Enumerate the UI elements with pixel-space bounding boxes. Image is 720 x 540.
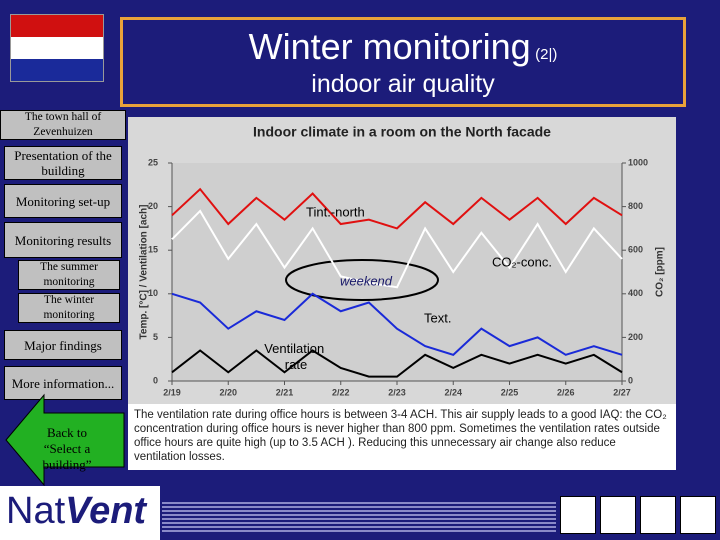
nav-item[interactable]: The winter monitoring — [18, 293, 120, 323]
series-line — [171, 292, 623, 356]
annotation: Ventilation rate — [264, 341, 328, 372]
y-tick-label: 20 — [148, 201, 158, 211]
annotation: Tint.-north — [306, 204, 365, 219]
y2-tick-label: 200 — [628, 332, 643, 342]
chart-title: Indoor climate in a room on the North fa… — [253, 124, 551, 140]
title: Winter monitoring — [248, 26, 531, 67]
y2-tick-label: 400 — [628, 288, 643, 298]
logo-vent: Vent — [65, 490, 147, 532]
nav-item[interactable]: The summer monitoring — [18, 260, 120, 290]
y2-label: CO₂ [ppm] — [655, 247, 666, 297]
nav-icon[interactable] — [640, 496, 676, 534]
plot-area — [172, 163, 622, 381]
x-tick-label: 2/24 — [444, 387, 462, 397]
y-tick-label: 0 — [153, 375, 158, 385]
x-tick-label: 2/25 — [501, 387, 519, 397]
nav-icons — [560, 496, 718, 536]
y-tick-label: 10 — [148, 288, 158, 298]
nav-icon[interactable] — [600, 496, 636, 534]
y-tick-label: 15 — [148, 245, 158, 255]
nav-item[interactable]: Monitoring set-up — [4, 184, 122, 218]
y2-tick-label: 600 — [628, 245, 643, 255]
flag — [10, 14, 104, 82]
x-tick-label: 2/21 — [276, 387, 294, 397]
nav-icon[interactable] — [560, 496, 596, 534]
y2-tick-label: 0 — [628, 375, 633, 385]
x-tick-label: 2/23 — [388, 387, 406, 397]
annotation: Text. — [424, 310, 451, 325]
x-tick-label: 2/22 — [332, 387, 350, 397]
back-label[interactable]: Back to “Select a building” — [42, 425, 92, 472]
annotation: weekend — [340, 273, 393, 288]
subtitle: indoor air quality — [311, 70, 495, 98]
nav-item[interactable]: Monitoring results — [4, 222, 122, 258]
y2-tick-label: 800 — [628, 201, 643, 211]
back-arrow[interactable] — [5, 393, 125, 487]
x-tick-label: 2/20 — [219, 387, 237, 397]
y-label: Temp. [°C] / Ventilation [ach] — [139, 205, 150, 340]
title-suffix: (2|) — [535, 46, 558, 63]
nav-item[interactable]: The town hall of Zevenhuizen — [0, 110, 126, 140]
logo: NatVent — [0, 486, 160, 540]
y-tick-label: 25 — [148, 157, 158, 167]
weekend-ellipse — [285, 259, 439, 301]
back-button[interactable] — [4, 393, 128, 487]
caption: The ventilation rate during office hours… — [128, 404, 676, 470]
x-tick-label: 2/26 — [557, 387, 575, 397]
x-tick-label: 2/19 — [163, 387, 181, 397]
y-tick-label: 5 — [153, 332, 158, 342]
logo-nat: Nat — [6, 490, 66, 532]
y2-tick-label: 1000 — [628, 157, 648, 167]
chart: Indoor climate in a room on the North fa… — [128, 117, 676, 404]
annotation: CO₂-conc. — [492, 254, 552, 269]
nav-item[interactable]: Major findings — [4, 330, 122, 360]
nav-icon[interactable] — [680, 496, 716, 534]
stripes — [162, 500, 556, 532]
series-line — [171, 349, 623, 378]
nav-item[interactable]: Presentation of the building — [4, 146, 122, 180]
nav-item[interactable]: More information... — [4, 366, 122, 400]
series-line — [171, 209, 623, 289]
x-tick-label: 2/27 — [613, 387, 631, 397]
title-box: Winter monitoring (2|) indoor air qualit… — [120, 17, 686, 107]
series-line — [171, 187, 623, 230]
